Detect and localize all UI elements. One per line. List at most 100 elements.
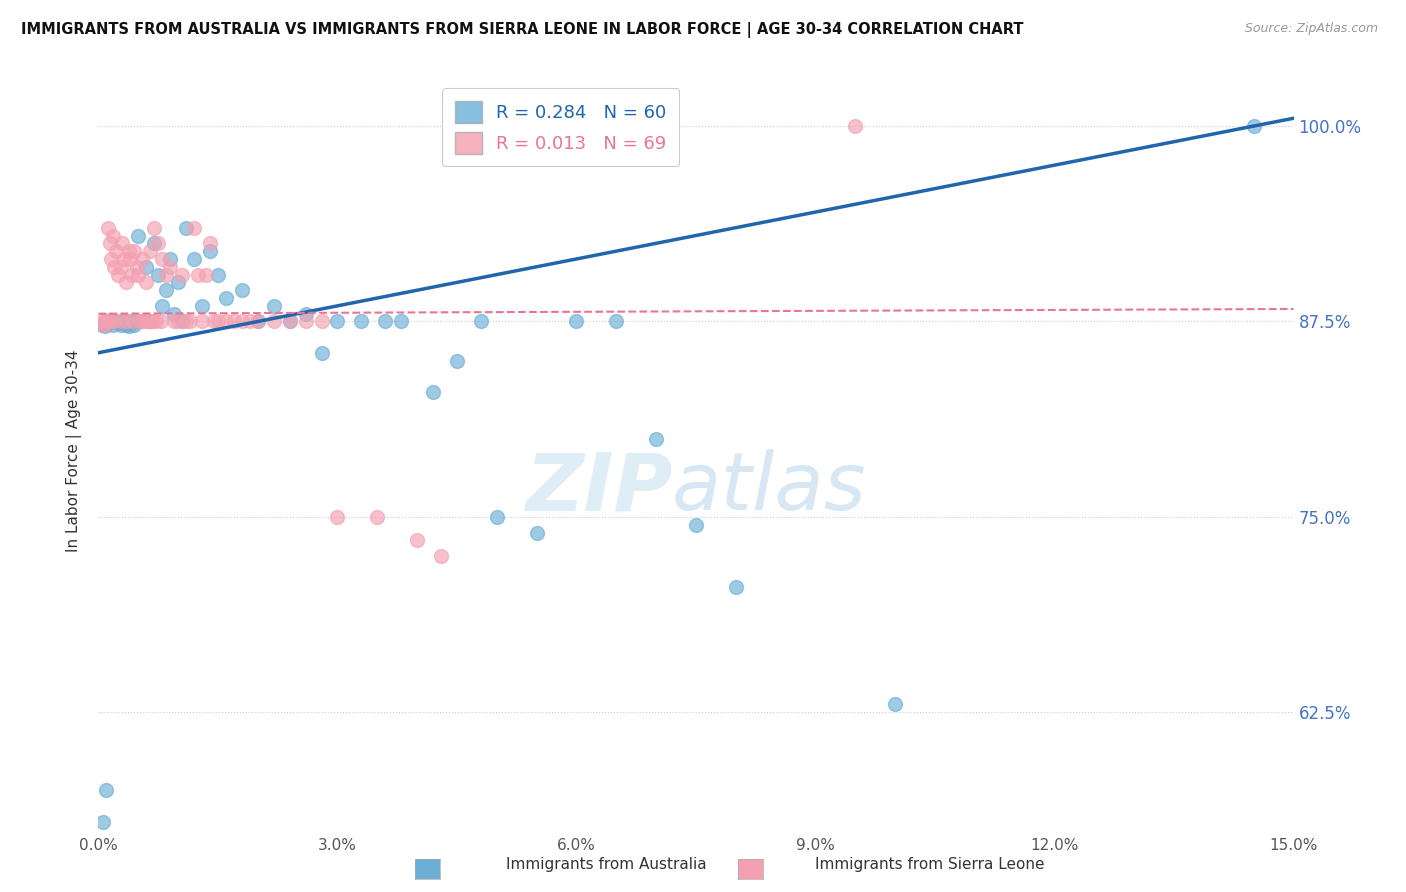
Point bbox=[198, 244, 221, 259]
Point bbox=[163, 307, 186, 321]
Point bbox=[139, 314, 162, 328]
Point bbox=[163, 314, 186, 328]
Point bbox=[104, 244, 127, 259]
Point bbox=[98, 236, 121, 251]
Point bbox=[124, 244, 146, 259]
Point bbox=[121, 314, 143, 328]
Point bbox=[101, 228, 124, 243]
Point bbox=[605, 314, 627, 328]
Point bbox=[90, 314, 112, 328]
Point bbox=[470, 314, 492, 328]
Point bbox=[121, 314, 143, 328]
Point bbox=[724, 580, 747, 594]
Point bbox=[179, 314, 201, 328]
Text: Source: ZipAtlas.com: Source: ZipAtlas.com bbox=[1244, 22, 1378, 36]
Point bbox=[120, 252, 142, 266]
Point bbox=[246, 314, 269, 328]
Point bbox=[91, 814, 114, 829]
Point bbox=[844, 119, 866, 133]
Point bbox=[94, 319, 117, 334]
Point bbox=[198, 236, 221, 251]
Point bbox=[115, 314, 138, 328]
Point bbox=[167, 314, 190, 328]
Point bbox=[155, 268, 177, 282]
Point bbox=[107, 268, 129, 282]
Point bbox=[125, 314, 148, 328]
Point bbox=[406, 533, 429, 548]
Point bbox=[107, 316, 129, 330]
Point bbox=[263, 314, 285, 328]
Point bbox=[159, 260, 181, 274]
Point bbox=[172, 314, 194, 328]
Text: ZIP: ZIP bbox=[524, 450, 672, 527]
Point bbox=[374, 314, 396, 328]
Text: atlas: atlas bbox=[672, 450, 868, 527]
Point bbox=[139, 314, 162, 328]
Point bbox=[135, 276, 157, 290]
Point bbox=[231, 283, 253, 297]
Point bbox=[222, 314, 245, 328]
Point bbox=[526, 525, 548, 540]
Point bbox=[127, 228, 149, 243]
Point bbox=[202, 314, 225, 328]
Point bbox=[207, 268, 229, 282]
Point bbox=[104, 314, 127, 328]
Point bbox=[111, 236, 134, 251]
Point bbox=[150, 252, 173, 266]
Point bbox=[94, 783, 117, 797]
Point bbox=[350, 314, 373, 328]
Legend: R = 0.284   N = 60, R = 0.013   N = 69: R = 0.284 N = 60, R = 0.013 N = 69 bbox=[441, 88, 679, 166]
Point bbox=[278, 314, 301, 328]
Point bbox=[131, 314, 153, 328]
Point bbox=[207, 314, 229, 328]
Point bbox=[112, 252, 135, 266]
Point bbox=[187, 268, 209, 282]
Point bbox=[278, 314, 301, 328]
Y-axis label: In Labor Force | Age 30-34: In Labor Force | Age 30-34 bbox=[66, 349, 83, 552]
Point bbox=[294, 314, 316, 328]
Point bbox=[326, 509, 349, 524]
Point bbox=[101, 318, 124, 332]
Point bbox=[149, 314, 172, 328]
Point bbox=[127, 268, 149, 282]
Point bbox=[685, 517, 707, 532]
Point bbox=[110, 260, 132, 274]
Point bbox=[246, 314, 269, 328]
Point bbox=[134, 314, 156, 328]
Point bbox=[131, 314, 153, 328]
Point bbox=[174, 220, 197, 235]
Point bbox=[131, 252, 153, 266]
Point bbox=[884, 698, 907, 712]
Text: IMMIGRANTS FROM AUSTRALIA VS IMMIGRANTS FROM SIERRA LEONE IN LABOR FORCE | AGE 3: IMMIGRANTS FROM AUSTRALIA VS IMMIGRANTS … bbox=[21, 22, 1024, 38]
Point bbox=[191, 314, 214, 328]
Point bbox=[103, 314, 125, 328]
Point bbox=[311, 345, 333, 359]
Point bbox=[167, 276, 190, 290]
Point bbox=[311, 314, 333, 328]
Point bbox=[195, 268, 218, 282]
Point bbox=[124, 318, 146, 332]
Point bbox=[645, 432, 668, 446]
Point bbox=[389, 314, 412, 328]
Point bbox=[145, 314, 167, 328]
Point bbox=[128, 314, 150, 328]
Point bbox=[143, 220, 166, 235]
Point bbox=[136, 314, 159, 328]
Point bbox=[366, 509, 388, 524]
Point bbox=[263, 299, 285, 313]
Point bbox=[112, 314, 135, 328]
Point bbox=[174, 314, 197, 328]
Point bbox=[239, 314, 262, 328]
Point bbox=[120, 314, 142, 328]
Point bbox=[91, 318, 114, 332]
Point bbox=[148, 236, 170, 251]
Point bbox=[143, 236, 166, 251]
Point bbox=[294, 307, 316, 321]
Point bbox=[172, 268, 194, 282]
Point bbox=[231, 314, 253, 328]
Point bbox=[135, 260, 157, 274]
Point bbox=[139, 244, 162, 259]
Point bbox=[94, 314, 117, 328]
Point bbox=[422, 384, 444, 399]
Point bbox=[142, 314, 165, 328]
